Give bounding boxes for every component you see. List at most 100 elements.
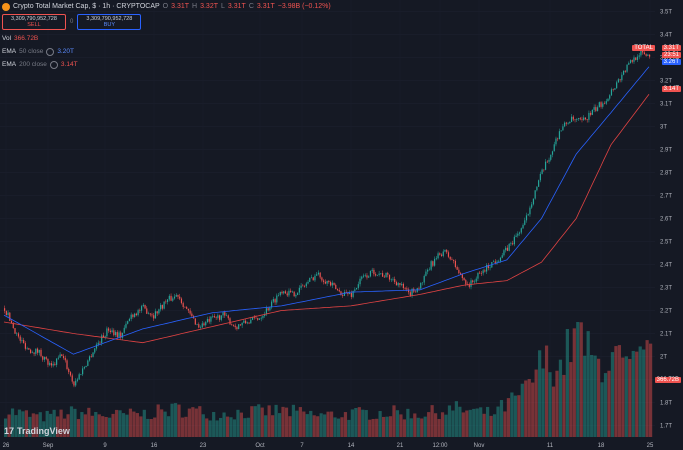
volume-bar bbox=[52, 409, 56, 437]
candle-body bbox=[30, 349, 32, 353]
candle-body bbox=[68, 369, 70, 373]
volume-bar bbox=[284, 407, 289, 437]
candle-body bbox=[239, 324, 242, 326]
settings-gear-icon[interactable] bbox=[49, 60, 58, 69]
candle-body bbox=[97, 342, 99, 345]
candle-body bbox=[636, 56, 639, 60]
candle-body bbox=[111, 330, 113, 333]
time-axis-label: 7 bbox=[300, 443, 304, 449]
candle-body bbox=[208, 319, 210, 322]
candle-body bbox=[262, 315, 264, 318]
candle-body bbox=[146, 308, 148, 314]
ema200-line bbox=[3, 94, 650, 344]
candle-body bbox=[635, 57, 637, 60]
candle-body bbox=[316, 274, 318, 276]
ohlc-high-key: H bbox=[192, 3, 198, 10]
candle-body bbox=[284, 291, 287, 294]
candle-body bbox=[47, 358, 49, 365]
candle-body bbox=[499, 257, 502, 262]
sell-label: SELL bbox=[27, 22, 41, 28]
candle-body bbox=[596, 107, 599, 111]
candle-body bbox=[23, 340, 25, 344]
candle-body bbox=[435, 258, 437, 259]
volume-bar bbox=[354, 408, 358, 437]
volume-bar bbox=[180, 417, 185, 437]
candle-body bbox=[76, 379, 79, 381]
symbol-title[interactable]: Crypto Total Market Cap, $ · 1h · CRYPTO… bbox=[13, 3, 160, 10]
volume-bar bbox=[243, 418, 247, 437]
candle-body bbox=[588, 112, 590, 120]
candle-body bbox=[219, 315, 221, 320]
candle-body bbox=[362, 275, 365, 277]
volume-bar bbox=[402, 419, 406, 437]
candle-body bbox=[317, 272, 320, 275]
candle-body bbox=[59, 354, 61, 358]
candle-body bbox=[434, 258, 436, 266]
settings-gear-icon[interactable] bbox=[46, 47, 55, 56]
ema200-indicator-params: 200 close bbox=[19, 61, 47, 68]
volume-bar bbox=[305, 414, 309, 437]
candle-body bbox=[134, 313, 136, 317]
chart-grid bbox=[0, 11, 655, 426]
volume-indicator[interactable]: Vol 366.72B bbox=[2, 34, 331, 43]
candle-body bbox=[241, 322, 243, 326]
volume-bar bbox=[274, 404, 278, 437]
volume-bar bbox=[56, 416, 60, 437]
volume-bar bbox=[596, 358, 601, 437]
candle-body bbox=[331, 282, 333, 286]
candle-body bbox=[449, 256, 451, 260]
volume-bar bbox=[631, 350, 635, 437]
candle-body bbox=[147, 313, 150, 315]
candle-body bbox=[595, 107, 597, 111]
sell-button[interactable]: 3,309,790,952,728 SELL bbox=[2, 14, 66, 30]
ema200-indicator[interactable]: EMA 200 close 3.14T bbox=[2, 60, 331, 69]
volume-bar bbox=[42, 421, 46, 437]
buy-button[interactable]: 3,309,790,952,728 BUY bbox=[77, 14, 142, 30]
candle-body bbox=[590, 112, 592, 115]
candle-body bbox=[144, 304, 146, 309]
candle-body bbox=[196, 324, 198, 325]
candle-body bbox=[577, 118, 580, 120]
volume-bar bbox=[406, 408, 410, 437]
candle-body bbox=[265, 308, 268, 315]
candle-body bbox=[383, 276, 385, 278]
candle-body bbox=[16, 333, 18, 335]
candle-body bbox=[567, 123, 569, 124]
volume-bar bbox=[551, 386, 556, 437]
candle-body bbox=[593, 107, 595, 110]
volume-bar bbox=[558, 359, 563, 437]
volume-bar bbox=[194, 408, 198, 437]
candle-body bbox=[401, 283, 403, 285]
candle-body bbox=[170, 295, 172, 301]
volume-bar bbox=[423, 416, 427, 437]
tradingview-logo[interactable]: 17 TradingView bbox=[4, 426, 70, 436]
candle-body bbox=[404, 288, 406, 289]
ema50-tag: 3.26T bbox=[661, 59, 681, 65]
candle-body bbox=[232, 324, 235, 326]
time-axis-label: 14 bbox=[348, 443, 355, 449]
ema50-indicator[interactable]: EMA 50 close 3.20T bbox=[2, 47, 331, 56]
candle-body bbox=[104, 336, 106, 338]
candle-body bbox=[10, 320, 13, 324]
volume-bar bbox=[343, 412, 348, 437]
candle-body bbox=[54, 363, 56, 365]
candle-body bbox=[558, 131, 561, 140]
trade-buttons: 3,309,790,952,728 SELL 0 3,309,790,952,7… bbox=[2, 14, 331, 30]
volume-bar bbox=[90, 415, 94, 437]
candle-body bbox=[354, 289, 356, 291]
volume-bar bbox=[14, 415, 18, 437]
volume-bar bbox=[440, 412, 445, 437]
candle-body bbox=[229, 318, 231, 325]
candle-body bbox=[281, 291, 283, 294]
volume-bar bbox=[97, 414, 101, 437]
candle-body bbox=[557, 138, 559, 140]
candle-body bbox=[302, 285, 304, 287]
volume-bar bbox=[232, 419, 237, 437]
volume-bar bbox=[638, 346, 642, 437]
candle-body bbox=[508, 244, 510, 251]
candle-body bbox=[88, 356, 91, 361]
volume-bar bbox=[76, 419, 81, 437]
volume-bar bbox=[17, 409, 22, 437]
volume-bar bbox=[479, 407, 483, 437]
